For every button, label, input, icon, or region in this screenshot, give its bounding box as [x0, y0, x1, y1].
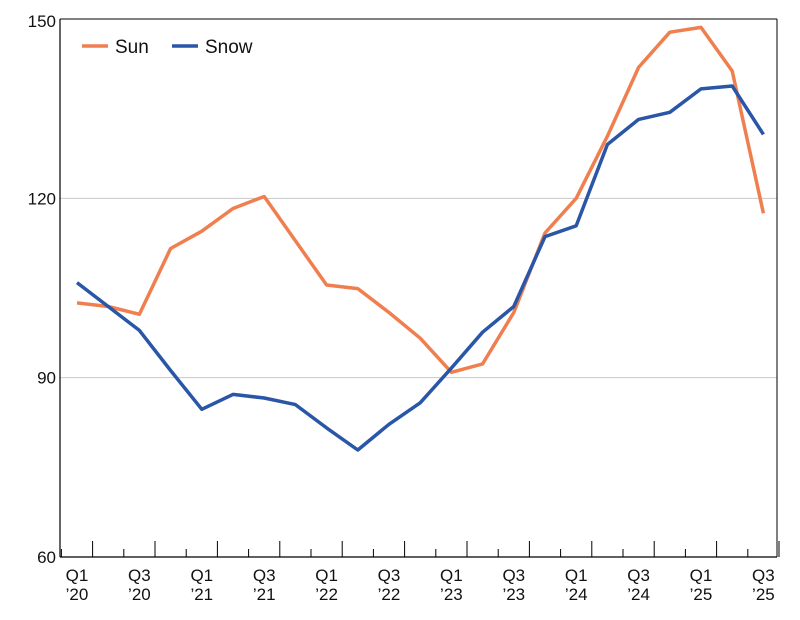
x-tick-label: Q3	[627, 566, 650, 585]
y-tick-label: 150	[28, 12, 56, 31]
legend: Sun Snow	[82, 37, 253, 58]
y-tick-label: 90	[37, 369, 56, 388]
x-tick-label: Q1	[315, 566, 338, 585]
x-tick-label-year: ’21	[190, 585, 213, 604]
x-tick-label-year: ’21	[253, 585, 276, 604]
x-tick-label-year: ’25	[690, 585, 713, 604]
x-tick-label-year: ’23	[502, 585, 525, 604]
legend-label-sun: Sun	[115, 37, 149, 58]
y-tick-label: 120	[28, 189, 56, 208]
x-tick-label: Q1	[565, 566, 588, 585]
series-line-snow	[75, 84, 765, 452]
x-tick-label: Q1	[440, 566, 463, 585]
x-tick-label-year: ’24	[565, 585, 588, 604]
series-lines	[75, 25, 766, 452]
x-tick-label-year: ’25	[752, 585, 775, 604]
x-tick-label: Q1	[66, 566, 89, 585]
x-tick-label: Q1	[690, 566, 713, 585]
x-tick-label-year: ’20	[66, 585, 89, 604]
x-tick-label: Q3	[128, 566, 151, 585]
x-tick-label: Q3	[253, 566, 276, 585]
x-tick-label: Q3	[752, 566, 775, 585]
x-tick-label: Q3	[378, 566, 401, 585]
axes: 6090120150Q1’20Q3’20Q1’21Q3’21Q1’22Q3’22…	[28, 12, 780, 604]
x-tick-label-year: ’22	[315, 585, 338, 604]
x-tick-label-year: ’24	[627, 585, 650, 604]
x-tick-label: Q3	[502, 566, 525, 585]
x-tick-label-year: ’22	[378, 585, 401, 604]
x-tick-label-year: ’20	[128, 585, 151, 604]
series-line-sun	[76, 25, 766, 375]
legend-label-snow: Snow	[205, 37, 253, 58]
gridlines	[60, 18, 777, 379]
y-tick-label: 60	[37, 548, 56, 567]
x-tick-label: Q1	[190, 566, 213, 585]
x-tick-label-year: ’23	[440, 585, 463, 604]
